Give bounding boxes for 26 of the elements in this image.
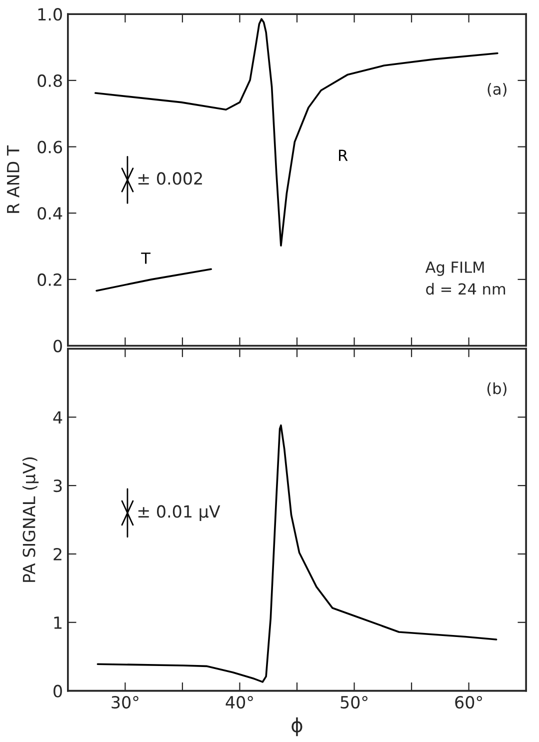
- y-tick-label: 4: [53, 411, 62, 424]
- y-tick-label: 1.0: [38, 8, 62, 21]
- annotation: ± 0.01 μV: [138, 505, 220, 521]
- annotation: Ag FILM d = 24 nm: [425, 262, 506, 295]
- y-tick-label: 0.6: [38, 140, 62, 154]
- y-tick-label: 1: [54, 616, 62, 629]
- series-label: T: [141, 252, 151, 264]
- y-axis-title: R AND T: [7, 145, 20, 213]
- y-axis-title: PA SIGNAL (μV): [22, 457, 39, 582]
- x-tick-label: 60°: [455, 696, 482, 709]
- y-tick-label: 0.8: [38, 74, 62, 87]
- x-axis-title: ϕ: [292, 717, 302, 736]
- y-tick-label: 0.4: [38, 207, 62, 220]
- x-tick-label: 40°: [226, 696, 253, 709]
- line-series: [96, 424, 498, 683]
- y-tick-label: 0: [54, 340, 62, 352]
- annotation: (a): [488, 83, 506, 97]
- annotation: ± 0.002: [138, 172, 202, 185]
- y-tick-label: 2: [54, 548, 62, 560]
- x-tick-label: 30°: [112, 696, 138, 709]
- y-tick-label: 3: [54, 480, 62, 492]
- y-tick-label: 0.2: [38, 273, 62, 286]
- x-tick-label: 50°: [340, 696, 368, 709]
- y-tick-label: 0: [54, 684, 62, 698]
- text: R: [338, 150, 348, 161]
- annotation: (b): [487, 382, 506, 396]
